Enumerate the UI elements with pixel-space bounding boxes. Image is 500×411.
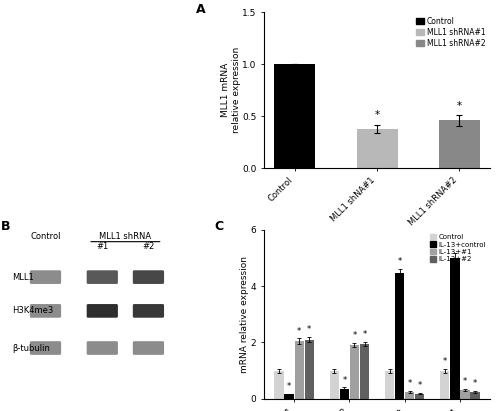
Text: A: A [196, 3, 206, 16]
FancyBboxPatch shape [30, 341, 61, 355]
Bar [274, 371, 283, 399]
Bar [284, 395, 294, 399]
Text: *: * [473, 379, 477, 388]
Bar [440, 371, 450, 399]
FancyBboxPatch shape [86, 270, 118, 284]
Text: β-tubulin: β-tubulin [12, 344, 50, 353]
Text: #2: #2 [142, 242, 154, 251]
Text: *: * [408, 379, 412, 388]
Text: C: C [214, 220, 224, 233]
Text: *: * [307, 325, 312, 334]
FancyBboxPatch shape [30, 270, 61, 284]
FancyBboxPatch shape [133, 304, 164, 318]
Text: MLL1: MLL1 [12, 272, 34, 282]
Text: H3K4me3: H3K4me3 [12, 306, 53, 315]
Text: B: B [1, 220, 11, 233]
Bar [304, 339, 314, 399]
Legend: Control, MLL1 shRNA#1, MLL1 shRNA#2: Control, MLL1 shRNA#1, MLL1 shRNA#2 [416, 16, 486, 48]
FancyBboxPatch shape [86, 341, 118, 355]
Bar [274, 64, 316, 168]
Bar [360, 344, 369, 399]
Text: *: * [398, 257, 402, 266]
FancyBboxPatch shape [86, 304, 118, 318]
Y-axis label: mRNA relative expression: mRNA relative expression [240, 256, 250, 373]
Bar [294, 341, 304, 399]
Bar [395, 273, 404, 399]
Bar [340, 389, 349, 399]
Text: *: * [297, 327, 302, 336]
Text: *: * [342, 376, 346, 385]
Bar [450, 258, 460, 399]
Text: *: * [287, 382, 292, 391]
Y-axis label: MLL1 mRNA
relative expression: MLL1 mRNA relative expression [222, 47, 240, 134]
Text: *: * [456, 101, 462, 111]
Bar [330, 371, 339, 399]
Text: #1: #1 [96, 242, 108, 251]
Bar [460, 390, 469, 399]
Bar [356, 129, 398, 168]
Bar [470, 392, 480, 399]
Text: Control: Control [30, 232, 60, 241]
Bar [405, 392, 414, 399]
Bar [415, 394, 424, 399]
Text: *: * [463, 377, 467, 386]
Text: *: * [374, 111, 380, 120]
Text: *: * [352, 331, 356, 340]
Bar [438, 120, 480, 168]
Text: MLL1 shRNA: MLL1 shRNA [100, 232, 152, 241]
Text: *: * [418, 381, 422, 390]
Text: *: * [362, 330, 366, 339]
Text: *: * [442, 357, 447, 366]
Legend: Control, IL-13+control, IL-13+#1, IL-13+#2: Control, IL-13+control, IL-13+#1, IL-13+… [430, 233, 486, 263]
FancyBboxPatch shape [133, 270, 164, 284]
FancyBboxPatch shape [133, 341, 164, 355]
Bar [350, 345, 359, 399]
FancyBboxPatch shape [30, 304, 61, 318]
Bar [385, 371, 394, 399]
